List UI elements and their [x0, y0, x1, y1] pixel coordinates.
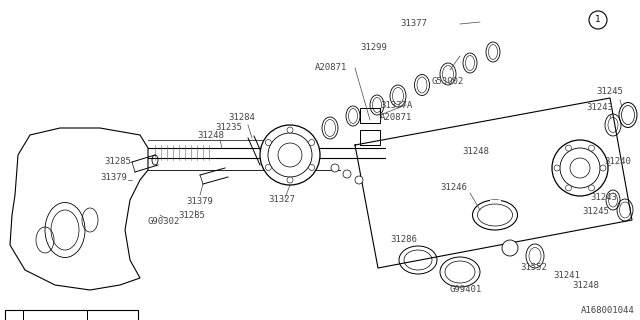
- Text: 31327: 31327: [268, 196, 295, 204]
- Circle shape: [260, 125, 320, 185]
- Bar: [5, 310, 138, 320]
- Circle shape: [308, 140, 315, 146]
- Circle shape: [600, 165, 606, 171]
- Text: G99401: G99401: [450, 285, 483, 294]
- Text: 31377A: 31377A: [380, 100, 412, 109]
- Text: 31248: 31248: [572, 281, 599, 290]
- Text: 31243: 31243: [590, 194, 617, 203]
- Text: 31379: 31379: [186, 197, 213, 206]
- Circle shape: [268, 133, 312, 177]
- Circle shape: [589, 11, 607, 29]
- Circle shape: [331, 164, 339, 172]
- Text: 31246: 31246: [440, 183, 467, 193]
- Text: 31552: 31552: [520, 263, 547, 273]
- Circle shape: [266, 164, 271, 171]
- Polygon shape: [10, 128, 148, 290]
- Circle shape: [287, 127, 293, 133]
- Text: 31285: 31285: [178, 211, 205, 220]
- Circle shape: [570, 158, 590, 178]
- Text: 31377: 31377: [400, 20, 427, 28]
- Text: 1: 1: [595, 15, 601, 25]
- Text: 31245: 31245: [582, 207, 609, 217]
- Circle shape: [566, 145, 572, 151]
- Text: A20871: A20871: [380, 114, 412, 123]
- Circle shape: [308, 164, 315, 171]
- Text: 31286: 31286: [390, 236, 417, 244]
- Text: 31241: 31241: [553, 270, 580, 279]
- Circle shape: [589, 185, 595, 191]
- Circle shape: [266, 140, 271, 146]
- Bar: [360, 108, 380, 123]
- Text: 31299: 31299: [360, 44, 387, 52]
- Text: 31248: 31248: [197, 131, 224, 140]
- Circle shape: [502, 240, 518, 256]
- Bar: [360, 130, 380, 145]
- Circle shape: [566, 185, 572, 191]
- Text: 31284: 31284: [228, 114, 255, 123]
- Circle shape: [589, 145, 595, 151]
- Text: 31285: 31285: [104, 157, 131, 166]
- Text: G53002: G53002: [432, 77, 464, 86]
- Text: 31379: 31379: [100, 173, 127, 182]
- Text: 31248: 31248: [462, 148, 489, 156]
- Text: 31235: 31235: [215, 124, 242, 132]
- Circle shape: [287, 177, 293, 183]
- Text: A20871: A20871: [315, 63, 348, 73]
- Circle shape: [343, 170, 351, 178]
- Text: 31240: 31240: [604, 157, 631, 166]
- Circle shape: [552, 140, 608, 196]
- Circle shape: [278, 143, 302, 167]
- Circle shape: [355, 176, 363, 184]
- Text: G90302: G90302: [148, 218, 180, 227]
- Text: 31245: 31245: [596, 87, 623, 97]
- Circle shape: [560, 148, 600, 188]
- Text: 31243: 31243: [586, 103, 613, 113]
- Circle shape: [554, 165, 560, 171]
- Text: A168001044: A168001044: [581, 306, 635, 315]
